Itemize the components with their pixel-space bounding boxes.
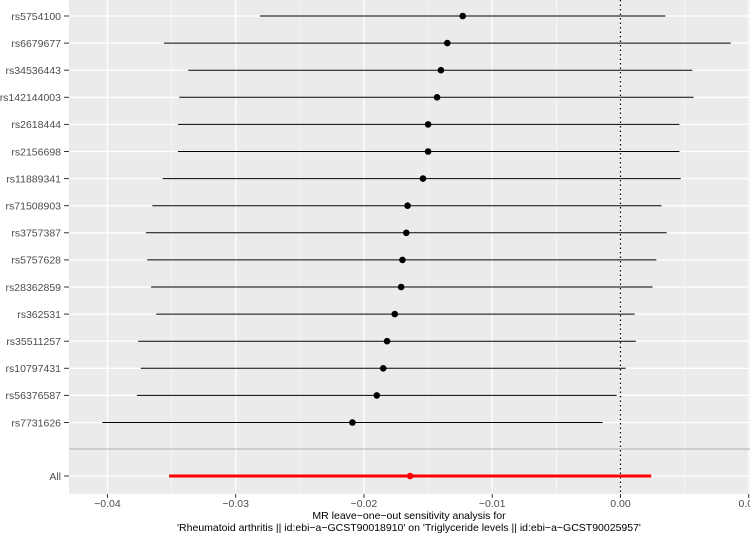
estimate-point bbox=[379, 365, 387, 372]
x-axis: −0.04 −0.03 −0.02 −0.01 0.00 0.01 bbox=[94, 494, 750, 510]
estimate-point bbox=[404, 202, 411, 209]
x-tick-label: 0.00 bbox=[610, 498, 631, 510]
snp-label: rs34536443 bbox=[6, 65, 62, 77]
estimate-point bbox=[424, 121, 432, 128]
snp-label: rs2156698 bbox=[11, 146, 61, 158]
estimate-point bbox=[391, 310, 399, 318]
x-axis-title-line1: MR leave−one−out sensitivity analysis fo… bbox=[312, 510, 506, 522]
x-axis-title-line2: 'Rheumatoid arthritis || id:ebi−a−GCST90… bbox=[177, 522, 641, 534]
estimate-point bbox=[373, 392, 381, 399]
estimate-point bbox=[459, 12, 467, 20]
estimate-point bbox=[349, 419, 356, 426]
x-tick-label: −0.02 bbox=[351, 498, 378, 510]
snp-label: rs35511257 bbox=[6, 336, 61, 348]
snp-label: rs28362859 bbox=[6, 282, 62, 294]
x-tick-label: −0.03 bbox=[222, 498, 249, 510]
estimate-point bbox=[399, 256, 406, 264]
snp-label: rs10797431 bbox=[6, 363, 62, 375]
overall-estimate: All bbox=[49, 471, 652, 483]
estimate-point bbox=[397, 283, 405, 291]
snp-rows: rs5754100 rs6679677 rs34536443 rs142144003 r… bbox=[0, 11, 731, 429]
snp-label: rs142144003 bbox=[0, 92, 61, 104]
snp-label: rs2618444 bbox=[11, 119, 61, 131]
snp-label: rs362531 bbox=[17, 309, 61, 321]
estimate-point bbox=[424, 148, 432, 155]
snp-label: rs3757387 bbox=[11, 228, 61, 240]
estimate-point bbox=[419, 175, 427, 182]
estimate-point bbox=[444, 39, 451, 47]
snp-label: rs7731626 bbox=[11, 417, 61, 429]
x-tick-label: −0.01 bbox=[479, 498, 506, 510]
overall-estimate-point bbox=[406, 472, 414, 480]
estimate-point bbox=[433, 94, 441, 101]
snp-label: rs11889341 bbox=[6, 173, 61, 185]
snp-label: rs71508903 bbox=[6, 201, 62, 213]
x-tick-label: −0.04 bbox=[94, 498, 121, 510]
panel-background bbox=[69, 0, 750, 494]
estimate-point bbox=[437, 66, 445, 74]
estimate-point bbox=[383, 337, 391, 345]
snp-label: rs5757628 bbox=[11, 255, 61, 267]
x-tick-label: 0.01 bbox=[738, 498, 750, 510]
overall-label: All bbox=[49, 471, 61, 483]
snp-label: rs6679677 bbox=[11, 38, 61, 50]
estimate-point bbox=[402, 229, 410, 237]
snp-label: rs5754100 bbox=[11, 11, 61, 23]
snp-label: rs56376587 bbox=[6, 390, 62, 402]
